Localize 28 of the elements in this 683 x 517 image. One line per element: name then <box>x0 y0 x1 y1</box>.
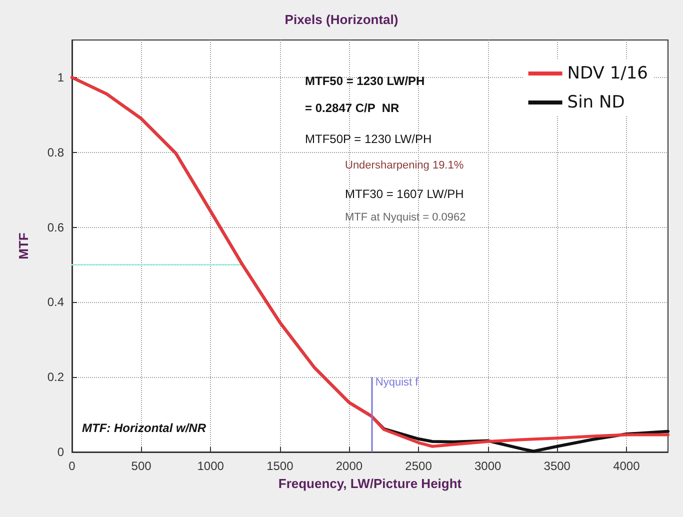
x-tick-label: 2500 <box>405 459 432 473</box>
annotation: MTF: Horizontal w/NR <box>82 421 206 435</box>
legend-label: NDV 1/16 <box>567 64 648 84</box>
annotation: MTF50P = 1230 LW/PH <box>305 132 432 146</box>
x-tick-label: 3500 <box>544 459 571 473</box>
annotation: Undersharpening 19.1% <box>345 160 464 172</box>
x-axis-title: Frequency, LW/Picture Height <box>278 476 462 491</box>
y-tick-label: 0.4 <box>47 295 64 310</box>
annotation: MTF50 = 1230 LW/PH <box>305 74 425 88</box>
x-tick-label: 3000 <box>474 459 502 473</box>
x-tick-label: 1500 <box>266 459 294 473</box>
chart-title: Pixels (Horizontal) <box>284 12 398 27</box>
y-tick-label: 1 <box>57 70 64 84</box>
y-tick-label: 0.8 <box>47 145 64 160</box>
y-tick-label: 0.6 <box>47 220 64 234</box>
x-tick-label: 1000 <box>197 459 224 473</box>
y-axis-title: MTF <box>16 232 31 260</box>
y-tick-label: 0 <box>57 445 64 459</box>
ref-line-label: Nyquist f <box>375 376 420 389</box>
x-tick-label: 2000 <box>336 459 363 473</box>
x-tick-label: 0 <box>68 459 76 473</box>
legend-label: Sin ND <box>567 92 625 112</box>
annotation: = 0.2847 C/P NR <box>305 101 400 115</box>
annotation: MTF at Nyquist = 0.0962 <box>345 212 466 224</box>
y-tick-label: 0.2 <box>47 370 64 384</box>
x-tick-label: 500 <box>131 459 152 473</box>
annotation: MTF30 = 1607 LW/PH <box>345 187 464 201</box>
x-tick-label: 4000 <box>613 459 640 473</box>
